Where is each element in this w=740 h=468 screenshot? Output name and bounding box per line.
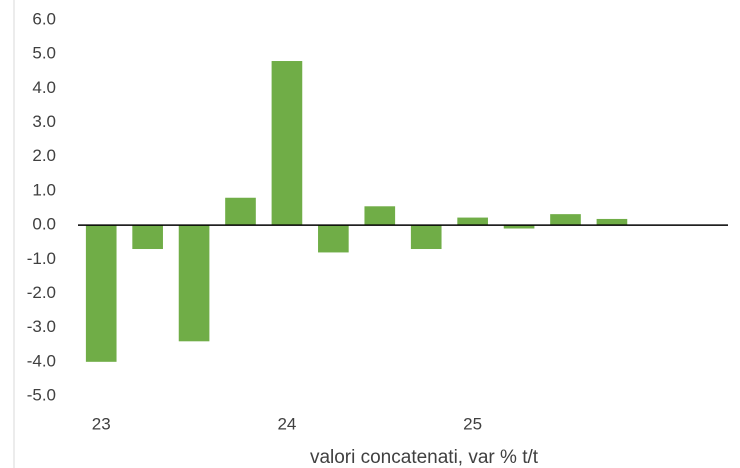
- x-tick-label: 23: [92, 414, 111, 433]
- y-tick-label: -2.0: [27, 283, 56, 302]
- y-tick-label: -4.0: [27, 351, 56, 370]
- bar: [225, 197, 256, 226]
- bar: [85, 225, 117, 362]
- bar: [364, 206, 396, 226]
- x-tick-label: 24: [277, 414, 296, 433]
- bar: [318, 225, 349, 253]
- y-tick-label: 2.0: [32, 146, 56, 165]
- y-tick-label: -1.0: [27, 249, 56, 268]
- y-tick-label: -5.0: [27, 385, 56, 404]
- bar: [550, 214, 581, 226]
- y-tick-label: 1.0: [32, 180, 56, 199]
- y-tick-label: 3.0: [32, 112, 56, 131]
- y-tick-label: 5.0: [32, 44, 56, 63]
- bar: [132, 225, 163, 250]
- bar: [503, 225, 535, 229]
- bar: [178, 225, 210, 342]
- y-tick-label: -3.0: [27, 317, 56, 336]
- x-tick-label: 25: [463, 414, 482, 433]
- y-tick-label: 6.0: [32, 9, 56, 28]
- y-tick-label: 0.0: [32, 215, 56, 234]
- bar: [596, 218, 628, 226]
- y-tick-label: 4.0: [32, 78, 56, 97]
- bar: [271, 61, 303, 226]
- x-axis-title: valori concatenati, var % t/t: [310, 447, 539, 468]
- bar: [457, 217, 488, 226]
- bar: [410, 225, 442, 250]
